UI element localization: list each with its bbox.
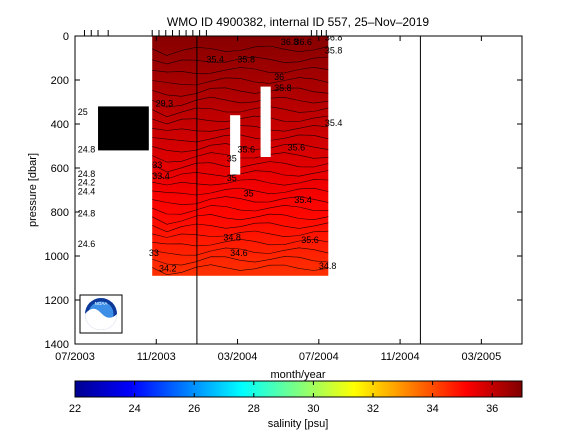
contour-label: 35.4	[294, 195, 312, 205]
colorbar-tick-label: 36	[486, 403, 498, 415]
plot-content: 24.224.424.824.624.824.82529.33334.23333…	[78, 32, 343, 276]
y-tick-label: 200	[51, 75, 69, 87]
contour-label: 34.8	[223, 233, 241, 243]
y-tick-label: 1200	[45, 295, 69, 307]
contour-label: 36.8	[281, 37, 299, 47]
contour-label: 36	[274, 72, 284, 82]
contour-label: 35.6	[288, 142, 306, 152]
plot-frame	[74, 35, 523, 345]
plot-area: 24.224.424.824.624.824.82529.33334.23333…	[45, 30, 523, 363]
contour-lines	[152, 45, 329, 276]
contour-label: 36.8	[325, 32, 343, 42]
chart-title: WMO ID 4900382, internal ID 557, 25–Nov–…	[167, 15, 429, 29]
y-tick-label: 1400	[45, 339, 69, 351]
colorbar-gradient	[74, 380, 523, 398]
contour-label: 25	[78, 107, 88, 117]
colorbar-tick-label: 34	[426, 403, 438, 415]
contour-label: 24.8	[78, 169, 96, 179]
contour-label: 35	[227, 153, 237, 163]
x-tick-label: 03/2004	[218, 351, 258, 363]
colorbar-tick-label: 26	[188, 403, 200, 415]
x-tick-label: 07/2004	[299, 351, 339, 363]
colorbar-tick-label: 22	[69, 403, 81, 415]
contour-label: 33.4	[152, 171, 170, 181]
contour-label: 24.8	[78, 208, 96, 218]
y-tick-label: 1000	[45, 251, 69, 263]
colorbar-label: salinity [psu]	[268, 418, 329, 430]
contour-label: 35.4	[325, 118, 343, 128]
contour-label: 35	[227, 173, 237, 183]
contour-label: 34.6	[230, 248, 248, 258]
x-tick-label: 07/2003	[55, 351, 95, 363]
x-tick-label: 11/2004	[381, 351, 420, 363]
y-tick-label: 400	[51, 119, 69, 131]
y-tick-label: 0	[63, 31, 69, 43]
contour-label: 24.4	[78, 186, 96, 196]
contour-label: 24.2	[78, 178, 96, 188]
y-tick-label: 600	[51, 163, 69, 175]
contour-label: 34.8	[319, 261, 337, 271]
contour-label: 29.3	[156, 98, 174, 108]
contour-label: 35.4	[206, 54, 224, 64]
x-tick-label: 03/2005	[461, 351, 501, 363]
contour-label: 35.8	[325, 46, 343, 56]
svg-text:NOAA: NOAA	[95, 301, 108, 306]
contour-label: 36.6	[294, 37, 312, 47]
contour-label: 35	[244, 189, 254, 199]
x-axis-label: month/year	[270, 369, 325, 381]
y-axis-label: pressure [dbar]	[27, 153, 39, 227]
colorbar-tick-label: 24	[128, 403, 140, 415]
colorbar-tick-label: 28	[248, 403, 260, 415]
data-gap-1	[260, 86, 271, 157]
contour-label: 35.8	[238, 54, 256, 64]
contour-label: 24.8	[78, 145, 96, 155]
x-tick-label: 11/2003	[137, 351, 176, 363]
contour-label: 35.6	[301, 235, 319, 245]
contour-label: 33	[149, 248, 159, 258]
colorbar-tick-label: 32	[367, 403, 379, 415]
contour-label: 34.2	[159, 263, 177, 273]
contour-label: 35.6	[238, 145, 256, 155]
data-gap-0	[230, 115, 241, 175]
colorbar-tick-label: 30	[307, 403, 319, 415]
colorbar: 22 24 26 28 30 32 34 36	[69, 380, 523, 415]
contour-label: 35.8	[274, 83, 292, 93]
contour-label: 33	[152, 160, 162, 170]
contour-label: 24.6	[78, 239, 96, 249]
y-tick-label: 800	[51, 207, 69, 219]
noaa-logo: NOAA	[79, 294, 123, 334]
data-region-1	[98, 106, 149, 151]
